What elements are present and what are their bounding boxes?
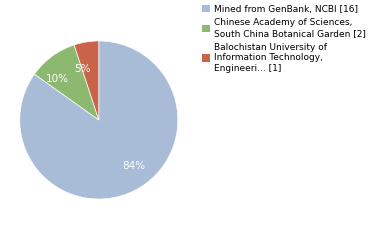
- Text: 84%: 84%: [122, 161, 146, 171]
- Wedge shape: [20, 41, 178, 199]
- Text: 10%: 10%: [45, 74, 68, 84]
- Wedge shape: [74, 41, 99, 120]
- Legend: Mined from GenBank, NCBI [16], Chinese Academy of Sciences,
South China Botanica: Mined from GenBank, NCBI [16], Chinese A…: [202, 5, 366, 73]
- Wedge shape: [35, 45, 99, 120]
- Text: 5%: 5%: [74, 64, 91, 74]
